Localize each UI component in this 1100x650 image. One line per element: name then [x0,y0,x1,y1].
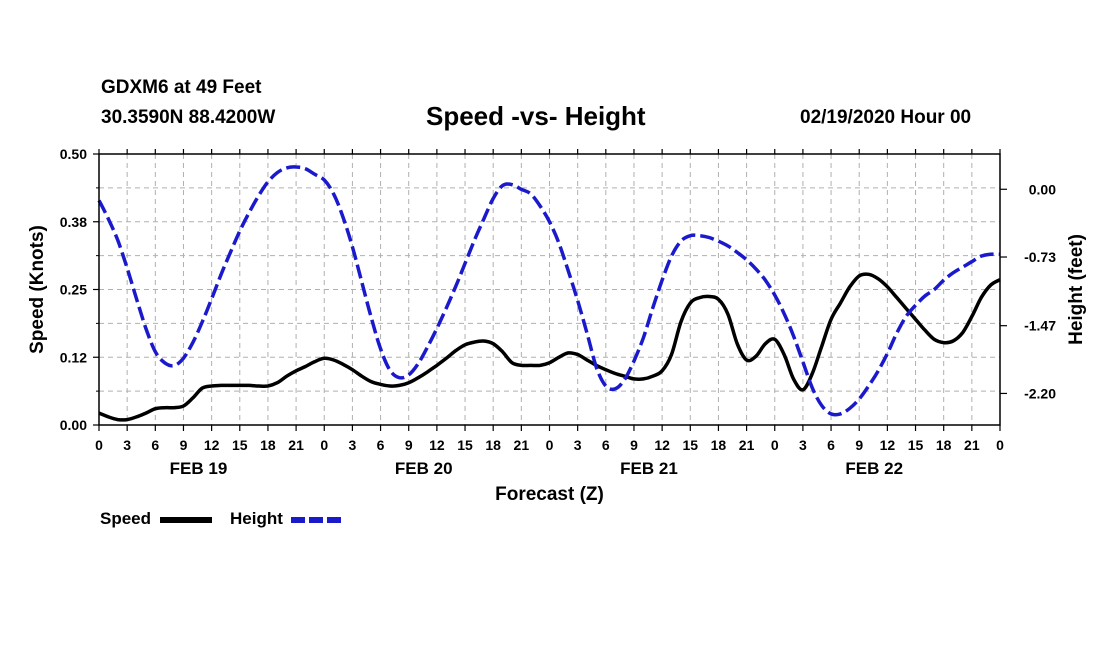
x-tick-label: 3 [123,437,131,453]
x-tick-label: 3 [799,437,807,453]
x-tick-label: 15 [682,437,698,453]
x-tick-label: 18 [485,437,501,453]
x-tick-label: 12 [429,437,445,453]
x-tick-label: 21 [288,437,304,453]
day-label: FEB 19 [170,459,228,478]
legend-height-swatch [291,517,343,523]
x-tick-label: 0 [546,437,554,453]
x-tick-label: 15 [908,437,924,453]
x-tick-label: 3 [349,437,357,453]
x-tick-label: 6 [377,437,385,453]
x-tick-label: 15 [232,437,248,453]
x-tick-label: 18 [260,437,276,453]
x-tick-label: 12 [654,437,670,453]
legend-speed-swatch [160,517,212,523]
x-tick-label: 21 [739,437,755,453]
y-tick-label: 0.12 [60,349,87,365]
x-tick-label: 18 [711,437,727,453]
day-label: FEB 22 [845,459,903,478]
legend-speed-label: Speed [100,509,152,528]
x-tick-label: 9 [180,437,188,453]
x-tick-label: 3 [574,437,582,453]
day-label: FEB 20 [395,459,453,478]
y2-tick-label: -0.73 [1024,249,1056,265]
forecast-datetime: 02/19/2020 Hour 00 [800,107,972,128]
x-tick-label: 0 [320,437,328,453]
y2-tick-label: 0.00 [1029,181,1056,197]
y-axis-title: Speed (Knots) [27,225,48,354]
x-tick-label: 12 [204,437,220,453]
y2-tick-label: -1.47 [1024,318,1056,334]
y-tick-label: 0.00 [60,417,87,433]
y2-tick-label: -2.20 [1024,385,1056,401]
x-tick-label: 0 [771,437,779,453]
y-tick-label: 0.38 [60,214,87,230]
x-tick-label: 0 [95,437,103,453]
station-coordinates: 30.3590N 88.4200W [101,107,276,128]
x-tick-label: 6 [602,437,610,453]
grid [99,154,1000,425]
station-name: GDXM6 at 49 Feet [101,77,262,98]
x-tick-label: 9 [405,437,413,453]
x-tick-label: 18 [936,437,952,453]
x-tick-label: 9 [855,437,863,453]
x-tick-label: 0 [996,437,1004,453]
series-layer [97,165,1001,422]
y-tick-label: 0.50 [60,146,87,162]
x-tick-label: 21 [964,437,980,453]
x-tick-label: 6 [827,437,835,453]
chart-title: Speed -vs- Height [426,101,646,131]
x-tick-label: 15 [457,437,473,453]
axes: 0 3 6 9 12 15 18 21 0 3 6 9 12 15 18 21 0 3 6 9 12 15 18 21 0 3 6 9… [27,146,1087,505]
x-tick-label: 6 [151,437,159,453]
legend-height-label: Height [230,509,283,528]
day-label: FEB 21 [620,459,678,478]
y-tick-label: 0.25 [60,282,87,298]
x-tick-label: 21 [514,437,530,453]
series-line-height [97,165,1001,417]
x-tick-label: 12 [880,437,896,453]
series-line-speed [98,272,1001,422]
y2-axis-title: Height (feet) [1066,234,1087,345]
x-axis-title: Forecast (Z) [495,484,604,505]
x-tick-label: 9 [630,437,638,453]
